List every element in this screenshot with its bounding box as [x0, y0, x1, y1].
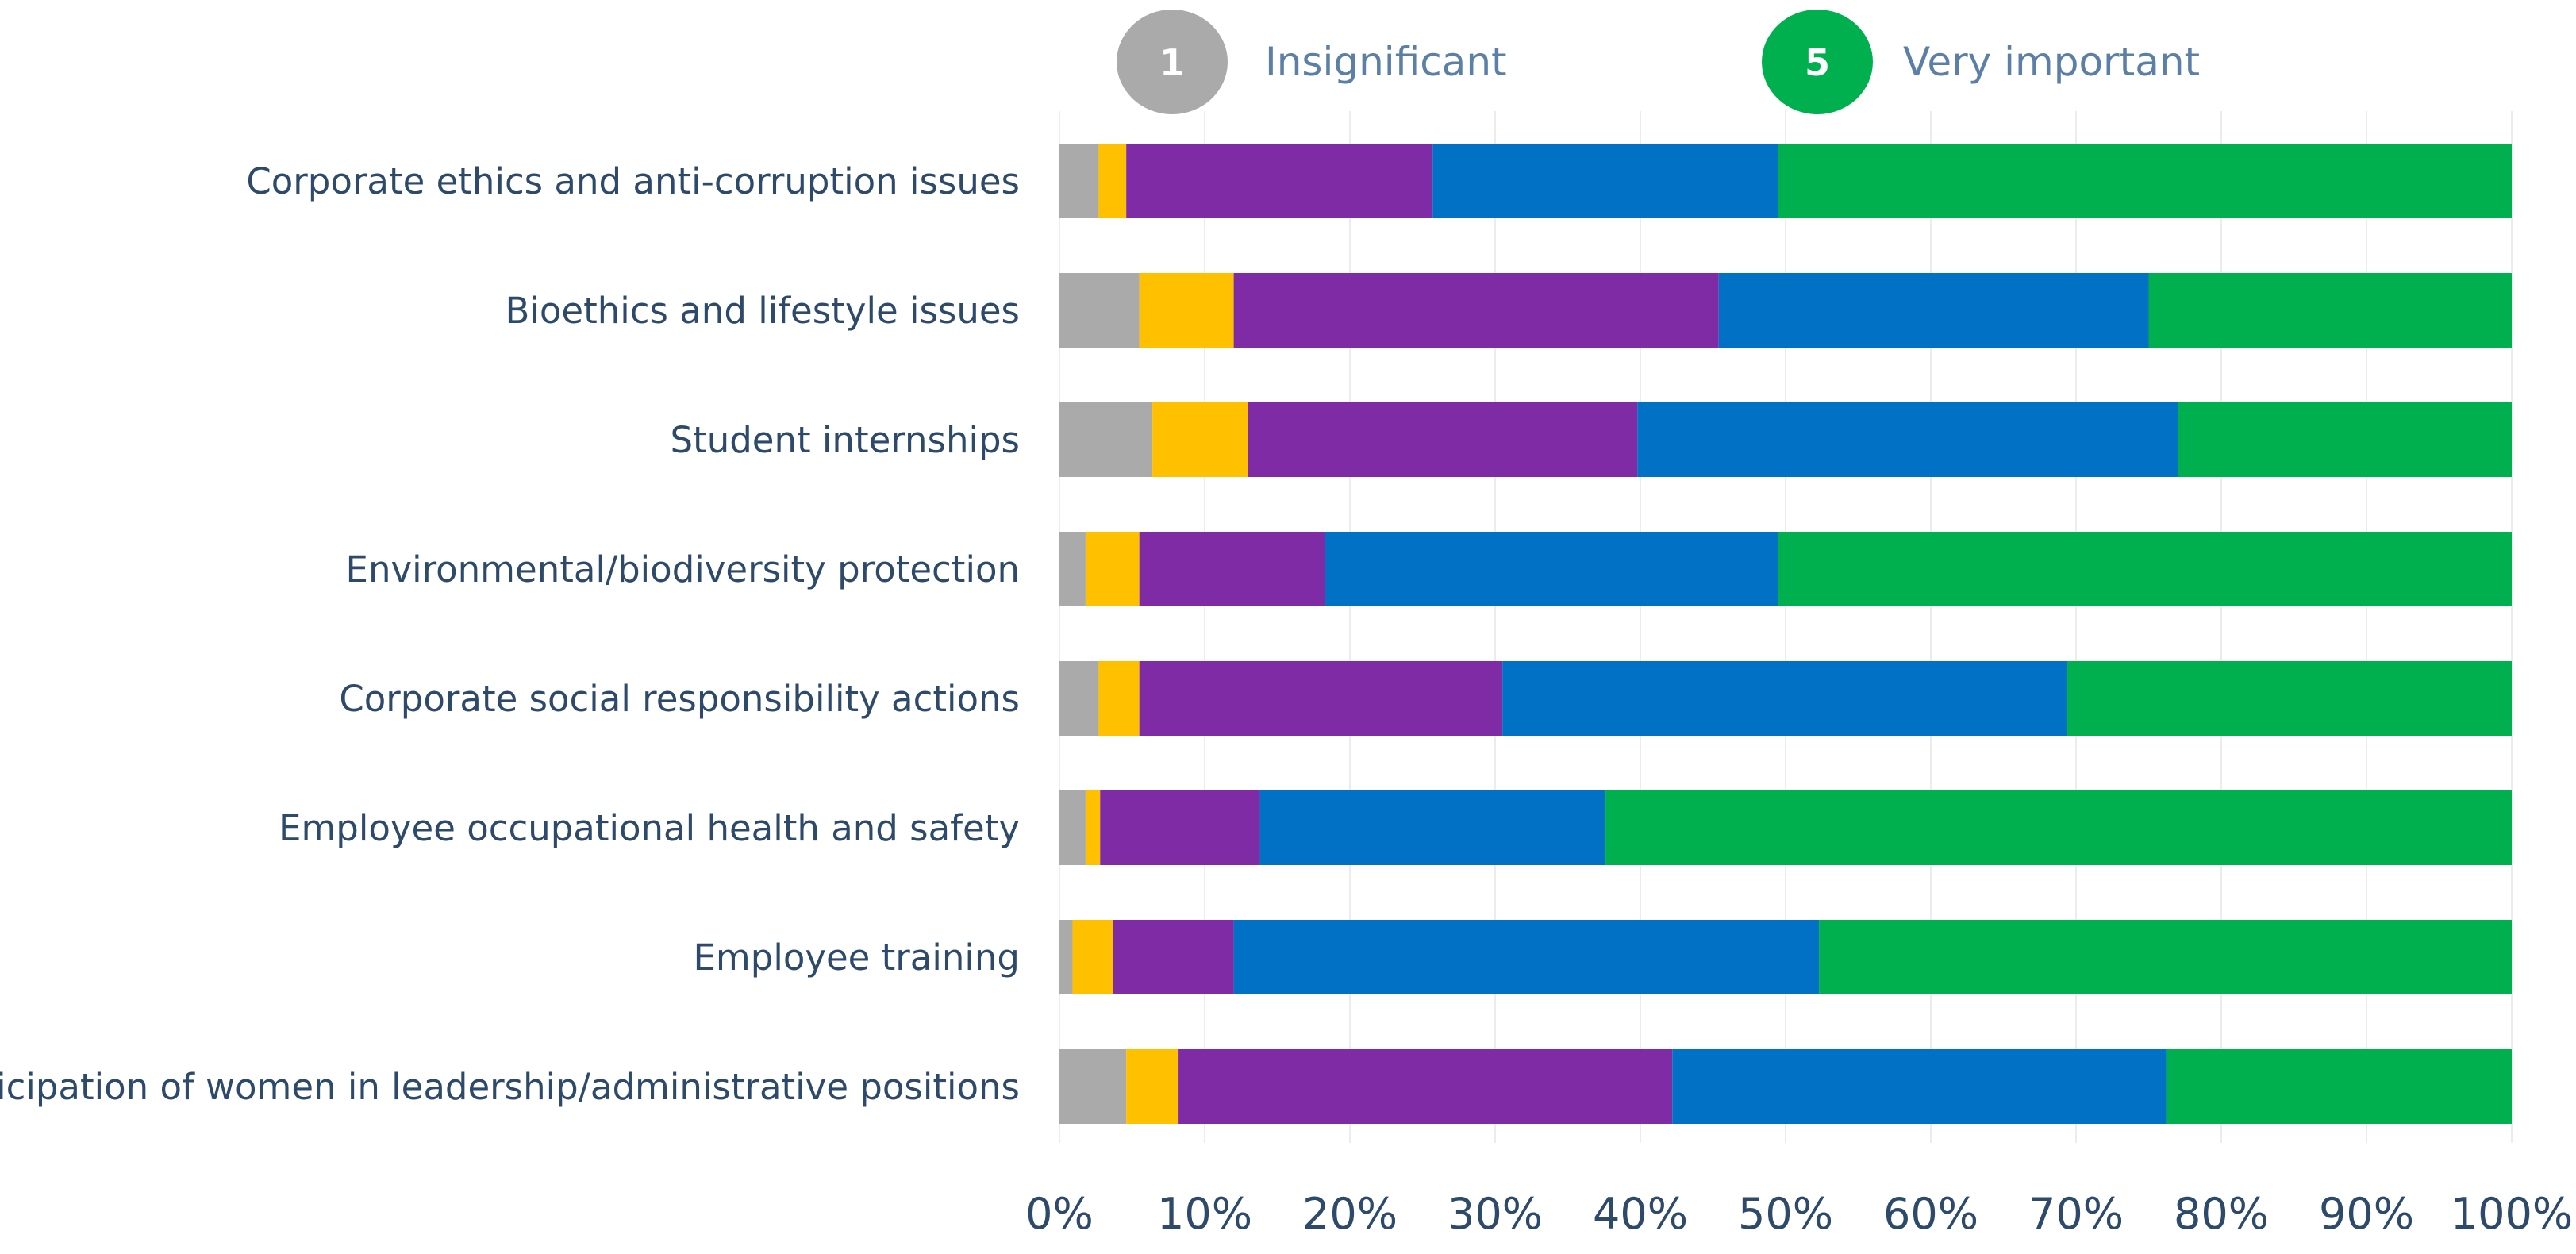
bar-segment-level-4 — [1259, 790, 1606, 865]
legend: 1 Insignificant 5 Very important — [1117, 10, 2200, 114]
category-label: Participation of women in leadership/adm… — [0, 1066, 1020, 1108]
legend-badge-low-text: 1 — [1159, 41, 1185, 84]
bar-row-bioethics-and-lifestyle-issues — [1059, 273, 2512, 348]
bar-segment-level-5 — [1778, 532, 2512, 606]
bar-segment-level-3 — [1100, 790, 1260, 865]
bar-segment-level-1 — [1059, 920, 1073, 994]
category-label: Employee training — [693, 937, 1020, 979]
x-tick-label: 100% — [2451, 1189, 2573, 1239]
category-label: Employee occupational health and safety — [279, 807, 1020, 849]
bar-segment-level-5 — [2166, 1049, 2512, 1124]
bar-segment-level-1 — [1059, 532, 1086, 606]
legend-badge-high — [1762, 10, 1873, 114]
legend-badge-high-text: 5 — [1805, 41, 1830, 84]
bar-row-employee-training — [1059, 920, 2512, 994]
bar-row-corporate-ethics-and-anti-corruption-issues — [1059, 144, 2512, 218]
bar-segment-level-5 — [1605, 790, 2512, 865]
bar-segment-level-5 — [1778, 144, 2512, 218]
x-tick-label: 20% — [1302, 1189, 1398, 1239]
bar-segment-level-2 — [1098, 661, 1140, 736]
bar-segment-level-2 — [1085, 790, 1101, 865]
bar-segment-level-2 — [1152, 402, 1248, 477]
x-axis-tick-labels: 0% 10% 20% 30% 40% 50% 60% 70% 80% 90% 100% — [1025, 1189, 2573, 1239]
bar-segment-level-3 — [1233, 273, 1719, 348]
x-tick-label: 80% — [2174, 1189, 2269, 1239]
bar-segment-level-1 — [1059, 273, 1140, 348]
bar-segment-level-4 — [1718, 273, 2149, 348]
bar-segment-level-2 — [1126, 1049, 1179, 1124]
category-label: Environmental/biodiversity protection — [346, 548, 1020, 590]
bar-segment-level-3 — [1139, 532, 1325, 606]
bar-row-environmental-biodiversity-protection — [1059, 532, 2512, 606]
x-tick-label: 30% — [1448, 1189, 1543, 1239]
x-tick-label: 90% — [2319, 1189, 2414, 1239]
bar-segment-level-5 — [2148, 273, 2512, 348]
bar-row-student-internships — [1059, 402, 2512, 477]
bar-segment-level-1 — [1059, 402, 1153, 477]
x-tick-label: 50% — [1738, 1189, 1833, 1239]
bar-segment-level-4 — [1233, 920, 1820, 994]
bar-segment-level-2 — [1072, 920, 1113, 994]
legend-item-very-important: 5 Very important — [1762, 10, 2200, 114]
bar-segment-level-5 — [1819, 920, 2512, 994]
bar-segment-level-4 — [1325, 532, 1778, 606]
x-tick-label: 60% — [1883, 1189, 1978, 1239]
bar-segment-level-1 — [1059, 1049, 1127, 1124]
bar-segment-level-4 — [1672, 1049, 2167, 1124]
bar-segment-level-4 — [1432, 144, 1778, 218]
category-label: Corporate social responsibility actions — [339, 678, 1020, 720]
x-tick-label: 10% — [1157, 1189, 1252, 1239]
category-label: Corporate ethics and anti-corruption iss… — [246, 160, 1020, 202]
bar-segment-level-3 — [1113, 920, 1234, 994]
x-tick-label: 0% — [1025, 1189, 1094, 1239]
category-label: Bioethics and lifestyle issues — [505, 290, 1020, 332]
bar-segment-level-1 — [1059, 661, 1099, 736]
legend-label-very-important: Very important — [1903, 39, 2200, 85]
bar-segment-level-5 — [2178, 402, 2512, 477]
bar-segment-level-2 — [1085, 532, 1140, 606]
x-tick-label: 70% — [2028, 1189, 2124, 1239]
bars — [1059, 144, 2512, 1124]
category-label: Student internships — [670, 419, 1020, 461]
bar-segment-level-3 — [1139, 661, 1503, 736]
x-tick-label: 40% — [1593, 1189, 1688, 1239]
bar-segment-level-4 — [1637, 402, 2178, 477]
bar-segment-level-2 — [1098, 144, 1127, 218]
legend-item-insignificant: 1 Insignificant — [1117, 10, 1507, 114]
bar-segment-level-3 — [1126, 144, 1433, 218]
legend-label-insignificant: Insignificant — [1265, 39, 1507, 85]
bar-segment-level-3 — [1178, 1049, 1673, 1124]
bar-segment-level-5 — [2067, 661, 2512, 736]
bar-segment-level-1 — [1059, 144, 1099, 218]
bar-segment-level-1 — [1059, 790, 1086, 865]
bar-row-participation-of-women-in-leadership-administrative-positions — [1059, 1049, 2512, 1124]
bar-row-corporate-social-responsibility-actions — [1059, 661, 2512, 736]
bar-row-employee-occupational-health-and-safety — [1059, 790, 2512, 865]
bar-segment-level-2 — [1139, 273, 1234, 348]
bar-segment-level-4 — [1502, 661, 2068, 736]
bar-segment-level-3 — [1248, 402, 1638, 477]
legend-badge-low — [1117, 10, 1228, 114]
category-labels: Corporate ethics and anti-corruption iss… — [0, 160, 1020, 1108]
